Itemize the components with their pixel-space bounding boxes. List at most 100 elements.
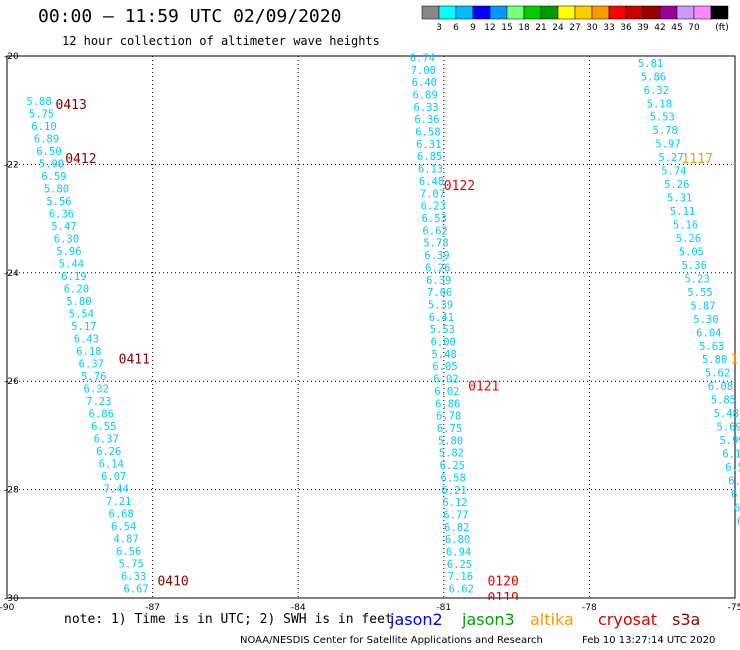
wave-height-value: 6.0	[728, 475, 740, 487]
wave-height-value: 6.68	[109, 509, 134, 521]
color-scale-swatch	[574, 5, 593, 20]
color-scale-label: 45	[671, 23, 682, 33]
wave-height-value: 6.26	[425, 262, 450, 274]
wave-height-value: 6.78	[436, 411, 461, 423]
x-tick-label: -84	[291, 603, 306, 613]
wave-height-value: 6.56	[116, 546, 141, 558]
color-scale-swatch	[540, 5, 559, 20]
wave-height-value: 6.39	[426, 275, 451, 287]
wave-height-value: 6.02	[434, 386, 459, 398]
wave-height-value: 6.32	[84, 383, 109, 395]
plot-frame	[6, 55, 736, 599]
wave-height-value: 6.20	[64, 283, 89, 295]
color-scale-legend: 3 6 9 12 15 18 21 24 27 30 33 36 39 42 45 70 (ft)	[421, 5, 729, 33]
wave-height-value: 5.74	[661, 166, 686, 178]
wave-height-value: 6.33	[121, 571, 146, 583]
x-tick-label: -81	[436, 603, 451, 613]
x-tick-label: -90	[0, 603, 15, 613]
pass-time-label: 0410	[157, 575, 188, 590]
wave-height-value: 6.07	[101, 471, 126, 483]
legend-cryosat: cryosat	[598, 610, 658, 629]
wave-height-value: 5.39	[428, 299, 453, 311]
y-tick-label: -22	[4, 160, 19, 170]
color-scale-label: 33	[603, 23, 614, 33]
wave-height-value: 6.89	[413, 89, 438, 101]
wave-height-value: 5.86	[641, 71, 666, 83]
color-scale-swatch	[557, 5, 576, 20]
data-layer: 5.885.756.106.896.505.906.595.805.566.36…	[26, 52, 740, 595]
wave-height-value: 6.85	[417, 151, 442, 163]
wave-height-value: 7.21	[106, 496, 131, 508]
x-tick-label: -75	[728, 603, 740, 613]
wave-height-value: 6.40	[412, 77, 437, 89]
y-tick-label: -20	[4, 52, 19, 62]
wave-height-value: 5.81	[638, 58, 663, 70]
color-scale-swatch	[710, 5, 729, 20]
wave-height-value: 6.05	[432, 361, 457, 373]
wave-height-value: 5.11	[670, 206, 695, 218]
pass-time-label: 0120	[487, 575, 518, 590]
wave-height-value: 6.18	[76, 346, 101, 358]
color-scale-swatch	[625, 5, 644, 20]
color-scale-swatch	[421, 5, 440, 20]
pass-time-label: 11	[730, 353, 740, 368]
wave-height-value: 4.87	[114, 534, 139, 546]
wave-height-value: 5.48	[431, 349, 456, 361]
wave-height-value: 6.77	[443, 509, 468, 521]
wave-height-value: 5.87	[690, 300, 715, 312]
wave-height-value: 6.80	[445, 534, 470, 546]
wave-height-value: 6.58	[415, 127, 440, 139]
color-scale-swatch	[608, 5, 627, 20]
wave-height-value: 6.41	[429, 312, 454, 324]
wave-height-value: 6.37	[79, 358, 104, 370]
wave-height-value: 6.58	[441, 472, 466, 484]
wave-height-value: 7.23	[86, 396, 111, 408]
wave-height-value: 5.44	[59, 258, 84, 270]
wave-height-value: 6.26	[96, 446, 121, 458]
wave-height-value: 6.31	[416, 139, 441, 151]
pass-time-label: 0122	[444, 179, 475, 194]
color-scale-label: 21	[535, 23, 546, 33]
wave-height-value: 5.82	[439, 448, 464, 460]
wave-height-value: 5.26	[664, 179, 689, 191]
wave-height-value: 7.16	[448, 571, 473, 583]
wave-height-value: 6.0	[737, 516, 740, 528]
wave-height-value: 7.06	[427, 287, 452, 299]
wave-height-value: 6.39	[424, 250, 449, 262]
wave-height-value: 5.31	[667, 193, 692, 205]
wave-height-value: 6.36	[49, 208, 74, 220]
wave-height-value: 5.54	[69, 308, 94, 320]
wave-height-value: 5.75	[29, 108, 54, 120]
wave-height-value: 5.97	[655, 139, 680, 151]
wave-height-value: 5.78	[652, 125, 677, 137]
wave-height-value: 5.62	[705, 368, 730, 380]
y-tick-label: -24	[4, 269, 19, 279]
wave-height-value: 6.50	[36, 146, 61, 158]
wave-height-value: 7.00	[411, 65, 436, 77]
wave-height-value: 5.90	[39, 158, 64, 170]
wave-height-value: 6.82	[444, 522, 469, 534]
wave-height-value: 5.56	[46, 196, 71, 208]
color-scale-label: 39	[637, 23, 649, 33]
color-scale-label: 36	[620, 23, 632, 33]
color-scale-swatch	[472, 5, 491, 20]
wave-height-value: 5.85	[711, 395, 736, 407]
color-scale-swatch	[676, 5, 695, 20]
color-scale-label: 3	[436, 23, 442, 33]
wave-height-value: 6.19	[61, 271, 86, 283]
wave-height-value: 6.94	[446, 547, 471, 559]
y-tick-label: -26	[4, 377, 19, 387]
wave-height-value: 5.36	[682, 260, 707, 272]
color-scale-label: 30	[586, 23, 598, 33]
wave-height-value: 6.19	[722, 449, 740, 461]
wave-height-value: 5.47	[51, 221, 76, 233]
color-scale-label: 6	[453, 23, 459, 33]
wave-height-value: 5.63	[699, 341, 724, 353]
wave-height-value: 6.30	[54, 233, 79, 245]
wave-height-value: 6.10	[31, 121, 56, 133]
wave-height-value: 6.62	[422, 225, 447, 237]
color-scale-label: 18	[518, 23, 530, 33]
pass-time-label: 1117	[682, 152, 713, 167]
wave-height-value: 5.99	[719, 435, 740, 447]
color-scale-swatch	[659, 5, 678, 20]
